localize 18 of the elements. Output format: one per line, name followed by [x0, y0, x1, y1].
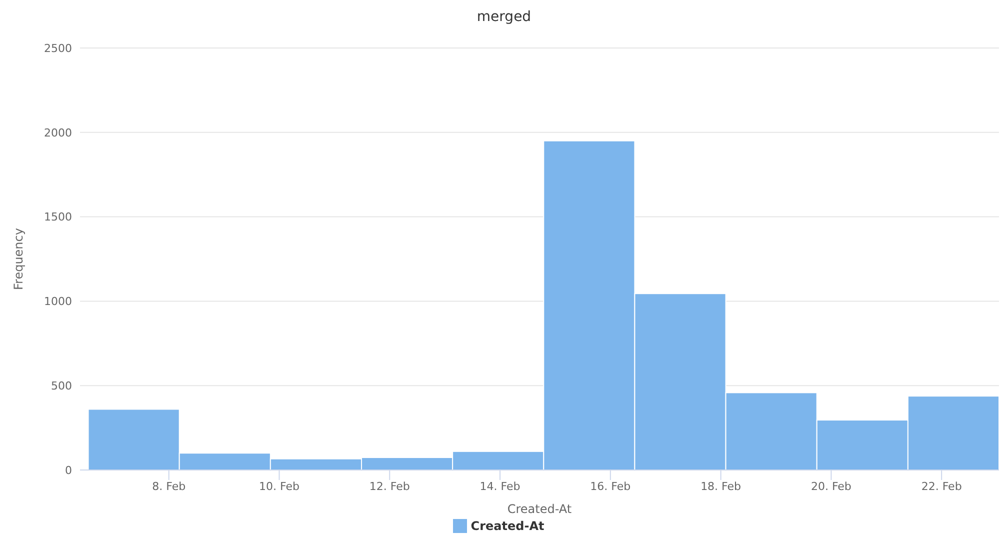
x-tick-label: 16. Feb: [590, 480, 631, 493]
y-tick-label: 1500: [44, 210, 72, 224]
x-tick-label: 14. Feb: [480, 480, 520, 493]
x-axis-title: Created-At: [507, 502, 572, 516]
y-tick-label: 0: [65, 464, 72, 477]
x-tick-label: 12. Feb: [369, 480, 410, 493]
chart-title: merged: [476, 8, 532, 27]
y-axis-title: Frequency: [11, 228, 26, 290]
x-tick-label: 22. Feb: [921, 480, 962, 493]
y-tick-label: 2000: [44, 126, 72, 140]
x-tick-label: 20. Feb: [810, 480, 852, 493]
y-tick-label: 2500: [44, 42, 72, 55]
y-tick-label: 500: [51, 380, 72, 393]
y-tick-label: 1000: [44, 295, 72, 308]
x-tick-label: 8. Feb: [152, 480, 186, 493]
x-tick-label: 18. Feb: [700, 480, 742, 493]
legend-label: Created-At: [470, 519, 544, 533]
x-tick-label: 10. Feb: [259, 480, 300, 493]
